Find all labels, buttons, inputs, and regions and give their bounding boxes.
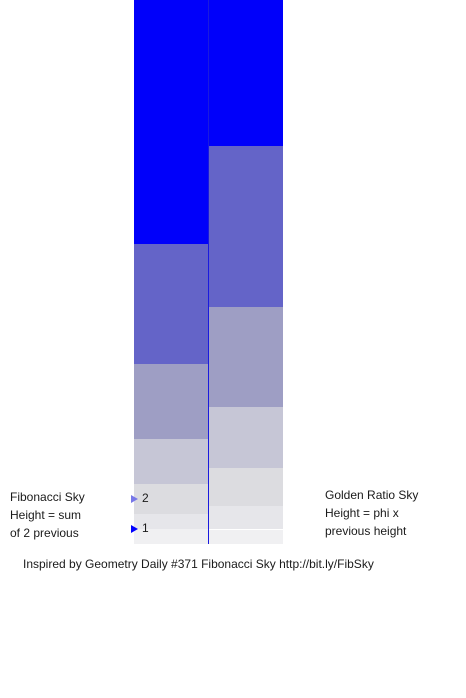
golden-ratio-band: [209, 307, 283, 407]
credit-line: Inspired by Geometry Daily #371 Fibonacc…: [23, 557, 374, 571]
fibonacci-band: [134, 364, 208, 439]
fibonacci-band: [134, 439, 208, 484]
golden-ratio-sky-caption: Golden Ratio Sky Height = phi x previous…: [325, 486, 455, 540]
fibonacci-caption-line: of 2 previous: [10, 526, 79, 540]
fibonacci-caption-line: Height = sum: [10, 508, 82, 522]
golden-ratio-band: [209, 146, 283, 308]
marker-label: 1: [142, 521, 149, 535]
band-size-marker: 1: [131, 521, 149, 535]
fibonacci-band: [134, 484, 208, 514]
marker-label: 2: [142, 491, 149, 505]
golden-ratio-band: [209, 468, 283, 507]
golden-caption-line: Golden Ratio Sky: [325, 488, 419, 502]
column-divider: [208, 0, 209, 544]
fibonacci-band: [134, 529, 208, 544]
fibonacci-band: [134, 514, 208, 529]
fibonacci-caption-line: Fibonacci Sky: [10, 490, 85, 504]
golden-ratio-band: [209, 529, 283, 544]
fibonacci-band: [134, 0, 208, 244]
band-size-marker: 2: [131, 491, 149, 505]
golden-caption-line: Height = phi x: [325, 506, 399, 520]
fibonacci-sky-caption: Fibonacci Sky Height = sum of 2 previous: [10, 488, 120, 542]
golden-ratio-band: [209, 0, 283, 147]
triangle-marker-icon: [131, 524, 138, 533]
golden-ratio-band: [209, 506, 283, 530]
golden-caption-line: previous height: [325, 524, 407, 538]
triangle-marker-icon: [131, 494, 138, 503]
golden-ratio-band: [209, 406, 283, 469]
fibonacci-band: [134, 244, 208, 364]
